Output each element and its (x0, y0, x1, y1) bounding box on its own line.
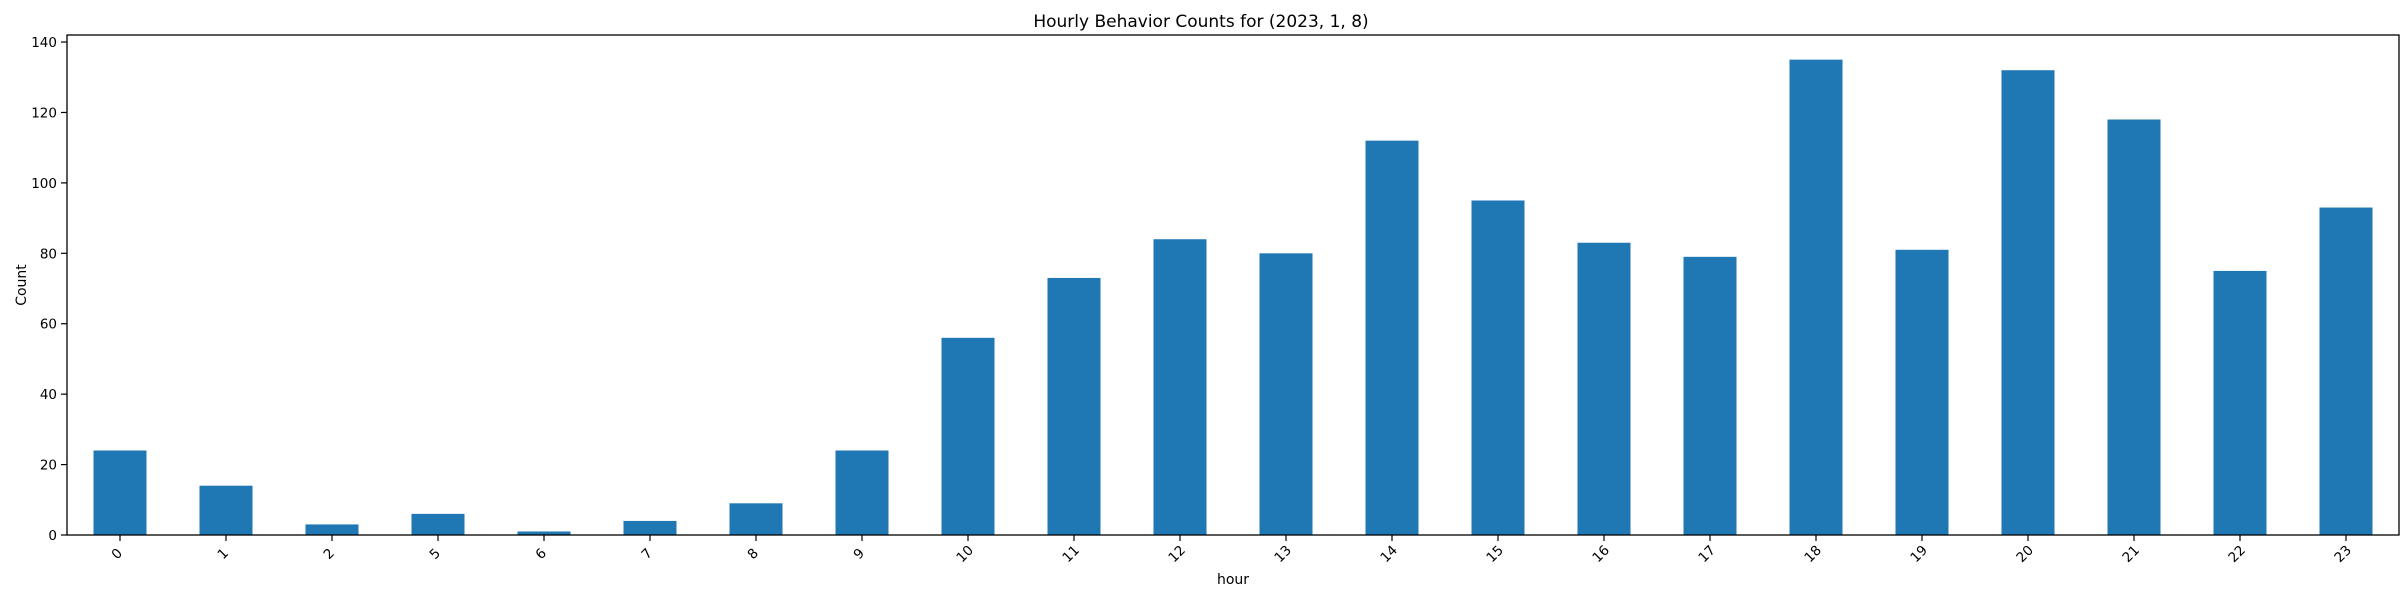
bar-hour-7 (623, 520, 677, 535)
y-tick-label: 20 (40, 458, 57, 474)
x-tick-label: 19 (1907, 542, 1930, 565)
x-tick-label: 5 (426, 545, 443, 562)
bar-hour-1 (199, 485, 253, 535)
bar-hour-22 (2213, 270, 2267, 535)
bar-hour-9 (835, 450, 889, 535)
x-tick-label: 15 (1483, 542, 1506, 565)
x-tick-label: 11 (1059, 542, 1082, 565)
bar-hour-2 (305, 524, 359, 535)
bar-hour-17 (1683, 256, 1737, 535)
y-tick-label: 0 (48, 528, 57, 544)
bar-hour-12 (1153, 239, 1207, 536)
x-tick-label: 20 (2013, 542, 2036, 565)
bar-hour-19 (1895, 249, 1949, 535)
x-tick-label: 14 (1377, 542, 1400, 565)
x-tick-label: 8 (744, 545, 761, 562)
y-tick-label: 60 (40, 317, 57, 333)
y-tick-label: 40 (40, 387, 57, 403)
bar-hour-18 (1789, 59, 1843, 535)
bar-hour-5 (411, 513, 465, 535)
y-tick-label: 100 (31, 176, 57, 192)
x-axis-ticks: 0 1 2 5 6 7 8 9 10 11 12 13 14 15 16 17 18 19 20 21 22 23 (108, 535, 2355, 566)
y-tick-label: 140 (31, 35, 57, 51)
x-tick-label: 2 (320, 545, 337, 562)
x-tick-label: 21 (2119, 542, 2142, 565)
bar-hour-16 (1577, 242, 1631, 536)
y-tick-label: 80 (40, 246, 57, 262)
x-tick-label: 13 (1271, 542, 1294, 565)
chart-title: Hourly Behavior Counts for (2023, 1, 8) (1033, 12, 1368, 32)
x-tick-label: 12 (1165, 542, 1188, 565)
bar-hour-10 (941, 337, 995, 535)
x-tick-label: 22 (2225, 542, 2248, 565)
x-tick-label: 16 (1589, 542, 1612, 565)
bar-hour-13 (1259, 253, 1313, 535)
x-axis-label: hour (1217, 572, 1249, 588)
x-tick-label: 18 (1801, 542, 1824, 565)
x-tick-label: 9 (850, 545, 867, 562)
y-axis-label: Count (14, 264, 30, 306)
bar-hour-20 (2001, 70, 2055, 535)
x-tick-label: 17 (1695, 542, 1718, 565)
bar-hour-23 (2319, 207, 2373, 535)
y-tick-label: 120 (31, 105, 57, 121)
bar-hour-21 (2107, 119, 2161, 535)
x-tick-label: 23 (2331, 542, 2354, 565)
x-tick-label: 1 (214, 545, 231, 562)
x-tick-label: 0 (108, 545, 125, 562)
bar-hour-11 (1047, 277, 1101, 535)
x-tick-label: 6 (532, 545, 549, 562)
plot-frame (66, 34, 2400, 536)
x-tick-label: 10 (953, 542, 976, 565)
bar-hour-0 (93, 450, 147, 535)
bar-hour-14 (1365, 140, 1419, 536)
bar-hour-6 (517, 531, 571, 535)
x-tick-label: 7 (638, 545, 655, 562)
bar-hour-15 (1471, 200, 1525, 535)
bars (93, 59, 2373, 536)
bar-hour-8 (729, 503, 783, 535)
y-axis-ticks: 0 20 40 60 80 100 120 140 (31, 35, 67, 544)
